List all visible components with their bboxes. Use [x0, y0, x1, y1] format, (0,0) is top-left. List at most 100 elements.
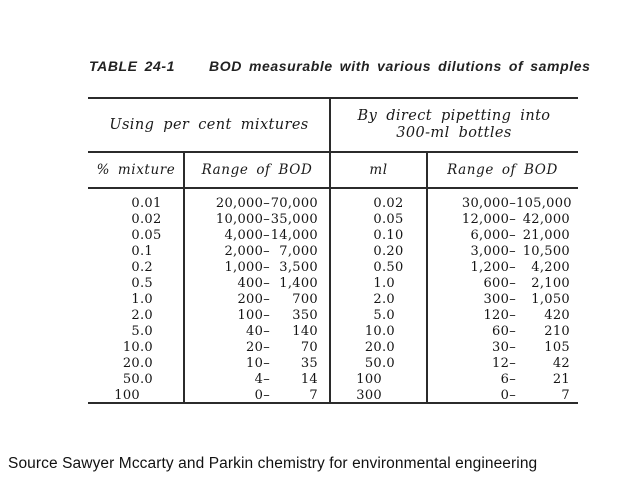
ml-cell: 50.0	[330, 355, 427, 371]
ml-bod-range-cell: 3,000– 10,500	[427, 243, 578, 259]
table-row: 20.0 10– 35 50.0 12– 42	[88, 355, 578, 371]
column-header-range-of-bod-left: Range of BOD	[201, 161, 313, 178]
range-low: 2,000–	[224, 243, 270, 259]
range-low: 40–	[246, 323, 270, 339]
range-high: 3,500	[279, 259, 318, 275]
bod-range-cell: 400– 1,400	[184, 275, 330, 291]
pct-mixture-cell: 0.1	[88, 243, 184, 259]
bod-range-cell: 0– 7	[184, 387, 330, 403]
bod-range-cell: 20– 70	[184, 339, 330, 355]
pct-mixture-cell: 2.0	[88, 307, 184, 323]
integer-part: 2	[131, 307, 140, 323]
group-header-direct-pipetting: By direct pipetting into 300-ml bottles	[330, 99, 578, 151]
range-high: 105	[544, 339, 570, 355]
range-high: 21	[552, 371, 570, 387]
integer-part: 0	[131, 275, 140, 291]
fraction-part: .02	[382, 195, 404, 211]
integer-part: 10	[364, 323, 382, 339]
ml-cell: 5.0	[330, 307, 427, 323]
range-high: 42,000	[522, 211, 570, 227]
bod-range-cell: 20,000– 70,000	[184, 195, 330, 211]
range-high: 14	[300, 371, 318, 387]
pct-mixture-cell: 0.01	[88, 195, 184, 211]
group-header-left-label: Using per cent mixtures	[109, 116, 309, 133]
range-high: 42	[552, 355, 570, 371]
table-row: 0.01 20,000– 70,000 0.02 30,000– 105,000	[88, 195, 578, 211]
ml-bod-range-cell: 30– 105	[427, 339, 578, 355]
table-rule-under-group-headers	[88, 151, 578, 153]
fraction-part: .50	[382, 259, 404, 275]
source-caption: Source Sawyer Mccarty and Parkin chemist…	[8, 455, 538, 472]
range-high: 7,000	[279, 243, 318, 259]
range-high: 10,500	[522, 243, 570, 259]
range-low: 60–	[492, 323, 516, 339]
range-low: 12,000–	[461, 211, 516, 227]
range-high: 1,050	[531, 291, 570, 307]
fraction-part: .1	[140, 243, 154, 259]
ml-cell: 0.05	[330, 211, 427, 227]
ml-bod-range-cell: 12– 42	[427, 355, 578, 371]
table-body: 0.01 20,000– 70,000 0.02 30,000– 105,000 0.02 1…	[88, 189, 578, 403]
integer-part: 0	[131, 195, 140, 211]
ml-cell: 0.10	[330, 227, 427, 243]
bod-range-cell: 2,000– 7,000	[184, 243, 330, 259]
table-right-sub-divider	[426, 152, 428, 402]
ml-cell: 0.50	[330, 259, 427, 275]
ml-cell: 100	[330, 371, 427, 387]
bod-range-cell: 100– 350	[184, 307, 330, 323]
fraction-part: .0	[140, 307, 154, 323]
pct-mixture-cell: 0.02	[88, 211, 184, 227]
integer-part: 50	[364, 355, 382, 371]
range-high: 350	[292, 307, 318, 323]
bod-range-cell: 10,000– 35,000	[184, 211, 330, 227]
integer-part: 0	[373, 195, 382, 211]
pct-mixture-cell: 0.05	[88, 227, 184, 243]
integer-part: 100	[114, 387, 140, 403]
fraction-part: .5	[140, 275, 154, 291]
ml-cell: 10.0	[330, 323, 427, 339]
bod-range-cell: 40– 140	[184, 323, 330, 339]
pct-mixture-cell: 50.0	[88, 371, 184, 387]
fraction-part: .0	[382, 307, 396, 323]
integer-part: 2	[373, 291, 382, 307]
range-low: 600–	[483, 275, 516, 291]
table-row: 0.1 2,000– 7,000 0.20 3,000– 10,500	[88, 243, 578, 259]
fraction-part: .02	[140, 211, 162, 227]
integer-part: 0	[131, 227, 140, 243]
range-low: 1,000–	[224, 259, 270, 275]
integer-part: 0	[131, 259, 140, 275]
fraction-part: .0	[140, 291, 154, 307]
ml-cell: 20.0	[330, 339, 427, 355]
range-low: 120–	[483, 307, 516, 323]
integer-part: 10	[122, 339, 140, 355]
pct-mixture-cell: 0.5	[88, 275, 184, 291]
range-high: 14,000	[270, 227, 318, 243]
range-high: 140	[292, 323, 318, 339]
fraction-part: .0	[382, 355, 396, 371]
range-high: 70	[300, 339, 318, 355]
table-group-header-row: Using per cent mixtures By direct pipett…	[88, 99, 578, 151]
range-low: 4,000–	[224, 227, 270, 243]
range-high: 7	[561, 387, 570, 403]
integer-part: 50	[122, 371, 140, 387]
integer-part: 0	[373, 259, 382, 275]
bod-range-cell: 4– 14	[184, 371, 330, 387]
range-low: 100–	[237, 307, 270, 323]
integer-part: 20	[364, 339, 382, 355]
range-low: 3,000–	[470, 243, 516, 259]
integer-part: 0	[131, 243, 140, 259]
group-header-right-line1: By direct pipetting into	[357, 108, 551, 124]
integer-part: 0	[373, 243, 382, 259]
range-low: 300–	[483, 291, 516, 307]
integer-part: 0	[373, 227, 382, 243]
range-low: 4–	[254, 371, 270, 387]
fraction-part: .0	[382, 275, 396, 291]
table-rule-under-column-headers	[88, 187, 578, 189]
table-column-header-row: % mixture Range of BOD ml Range of BOD	[88, 153, 578, 186]
range-high: 2,100	[531, 275, 570, 291]
range-high: 4,200	[531, 259, 570, 275]
pct-mixture-cell: 5.0	[88, 323, 184, 339]
integer-part: 0	[131, 211, 140, 227]
table-caption: BOD measurable with various dilutions of…	[209, 58, 591, 74]
table-row: 0.5 400– 1,400 1.0 600– 2,100	[88, 275, 578, 291]
